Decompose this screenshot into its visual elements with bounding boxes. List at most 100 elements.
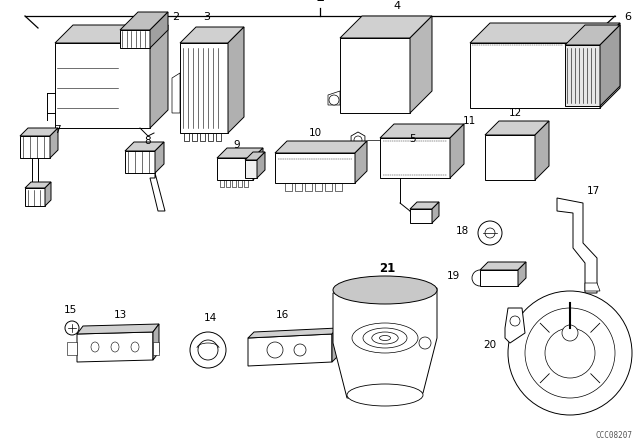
- Polygon shape: [333, 288, 437, 398]
- Polygon shape: [305, 183, 312, 191]
- Polygon shape: [410, 16, 432, 113]
- Circle shape: [525, 308, 615, 398]
- Text: CCC08207: CCC08207: [595, 431, 632, 440]
- Polygon shape: [55, 43, 150, 128]
- Polygon shape: [557, 198, 597, 293]
- Circle shape: [329, 95, 339, 105]
- Polygon shape: [248, 328, 338, 338]
- Text: 17: 17: [586, 186, 600, 196]
- Circle shape: [485, 228, 495, 238]
- Text: 15: 15: [63, 305, 77, 315]
- Polygon shape: [217, 148, 263, 158]
- Polygon shape: [226, 180, 230, 187]
- Polygon shape: [355, 141, 367, 183]
- Text: 3: 3: [204, 12, 211, 22]
- Text: 6: 6: [625, 12, 632, 22]
- Polygon shape: [77, 332, 153, 362]
- Polygon shape: [505, 308, 525, 343]
- Text: 5: 5: [410, 134, 416, 144]
- Polygon shape: [244, 180, 248, 187]
- Polygon shape: [295, 183, 302, 191]
- Ellipse shape: [131, 342, 139, 352]
- Ellipse shape: [333, 276, 437, 304]
- Polygon shape: [238, 180, 242, 187]
- Text: 9: 9: [234, 140, 240, 150]
- Polygon shape: [380, 124, 464, 138]
- Polygon shape: [470, 23, 620, 43]
- Circle shape: [508, 291, 632, 415]
- Polygon shape: [155, 142, 164, 173]
- Circle shape: [267, 342, 283, 358]
- Polygon shape: [351, 132, 365, 148]
- Polygon shape: [275, 153, 355, 183]
- Circle shape: [510, 316, 520, 326]
- Polygon shape: [565, 45, 600, 106]
- Polygon shape: [150, 25, 168, 128]
- Polygon shape: [180, 43, 228, 133]
- Circle shape: [190, 332, 226, 368]
- Ellipse shape: [372, 332, 398, 344]
- Polygon shape: [120, 30, 150, 48]
- Polygon shape: [217, 158, 253, 180]
- Polygon shape: [20, 136, 50, 158]
- Circle shape: [354, 136, 362, 144]
- Polygon shape: [125, 151, 155, 173]
- Text: 1: 1: [316, 0, 324, 4]
- Polygon shape: [495, 140, 525, 175]
- Polygon shape: [220, 180, 224, 187]
- Polygon shape: [232, 180, 236, 187]
- Polygon shape: [125, 142, 164, 151]
- Ellipse shape: [91, 342, 99, 352]
- Polygon shape: [600, 23, 620, 108]
- Polygon shape: [480, 262, 526, 270]
- Circle shape: [545, 328, 595, 378]
- Ellipse shape: [111, 342, 119, 352]
- Polygon shape: [67, 342, 77, 355]
- Polygon shape: [485, 121, 549, 135]
- Text: 18: 18: [456, 226, 468, 236]
- Polygon shape: [216, 133, 221, 141]
- Polygon shape: [172, 73, 180, 113]
- Polygon shape: [450, 124, 464, 178]
- Polygon shape: [192, 133, 197, 141]
- Polygon shape: [518, 262, 526, 286]
- Polygon shape: [335, 183, 342, 191]
- Polygon shape: [480, 270, 518, 286]
- Polygon shape: [150, 173, 165, 211]
- Polygon shape: [432, 202, 439, 223]
- Polygon shape: [485, 135, 535, 180]
- Polygon shape: [25, 188, 45, 206]
- Polygon shape: [325, 183, 332, 191]
- Polygon shape: [50, 128, 58, 158]
- Circle shape: [294, 344, 306, 356]
- Polygon shape: [208, 133, 213, 141]
- Ellipse shape: [380, 336, 390, 340]
- Polygon shape: [120, 12, 168, 30]
- Polygon shape: [77, 324, 159, 334]
- Polygon shape: [285, 183, 292, 191]
- Polygon shape: [257, 152, 265, 178]
- Text: 11: 11: [462, 116, 476, 126]
- Polygon shape: [245, 152, 265, 160]
- Polygon shape: [248, 334, 332, 366]
- Circle shape: [65, 321, 79, 335]
- Polygon shape: [600, 25, 620, 106]
- Ellipse shape: [347, 384, 423, 406]
- Text: 2: 2: [172, 12, 180, 22]
- Polygon shape: [228, 27, 244, 133]
- Circle shape: [419, 337, 431, 349]
- Polygon shape: [328, 91, 340, 105]
- Ellipse shape: [352, 323, 418, 353]
- Text: 19: 19: [446, 271, 460, 281]
- Polygon shape: [245, 160, 257, 178]
- Polygon shape: [410, 202, 439, 209]
- Polygon shape: [315, 183, 322, 191]
- Polygon shape: [200, 133, 205, 141]
- Polygon shape: [150, 12, 168, 48]
- Polygon shape: [380, 138, 450, 178]
- Polygon shape: [20, 128, 58, 136]
- Polygon shape: [585, 283, 600, 291]
- Polygon shape: [340, 38, 410, 113]
- Text: 4: 4: [394, 1, 401, 11]
- Polygon shape: [153, 324, 159, 360]
